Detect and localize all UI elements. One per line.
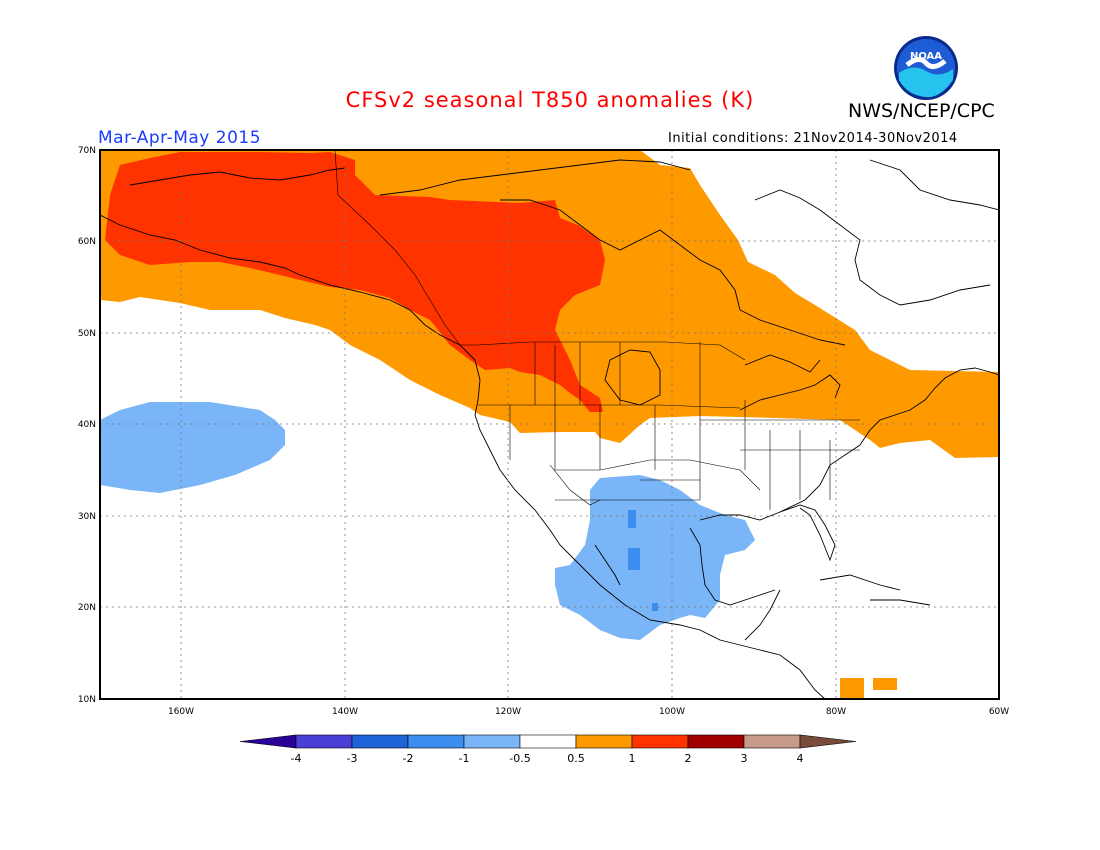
colorbar-swatch xyxy=(687,734,745,749)
colorbar-swatch xyxy=(743,734,801,749)
anomaly-patch-dark-blue-1 xyxy=(628,510,636,528)
lat-label-60: 60N xyxy=(78,237,96,247)
colorbar-label: 2 xyxy=(685,752,692,765)
lat-label-10: 10N xyxy=(78,695,96,705)
lat-label-20: 20N xyxy=(78,603,96,613)
lon-label-140w: 140W xyxy=(332,707,358,717)
colorbar-arrow-left xyxy=(239,734,297,749)
anomaly-patch-dark-blue-2 xyxy=(628,548,640,570)
anomaly-patch-caribbean-1 xyxy=(840,678,864,699)
anomaly-region-pacific-blue xyxy=(100,402,285,493)
chart-title: CFSv2 seasonal T850 anomalies (K) xyxy=(345,88,755,112)
latitude-labels: 70N 60N 50N 40N 30N 20N 10N xyxy=(78,146,96,705)
lon-label-80w: 80W xyxy=(826,707,846,717)
lat-label-50: 50N xyxy=(78,329,96,339)
graticule xyxy=(100,150,999,699)
colorbar-swatch xyxy=(463,734,521,749)
colorbar-label: 1 xyxy=(629,752,636,765)
lon-label-120w: 120W xyxy=(495,707,521,717)
lon-label-60w: 60W xyxy=(989,707,1009,717)
colorbar-swatch xyxy=(295,734,353,749)
lon-label-100w: 100W xyxy=(659,707,685,717)
logo-text: NOAA xyxy=(910,51,942,62)
colorbar-label: -1 xyxy=(459,752,470,765)
colorbar-label: -0.5 xyxy=(509,752,530,765)
colorbar-swatch xyxy=(407,734,465,749)
lon-label-160w: 160W xyxy=(168,707,194,717)
coastlines xyxy=(100,159,999,699)
noaa-logo-icon: NOAA xyxy=(894,36,958,100)
lat-label-70: 70N xyxy=(78,146,96,156)
map-frame xyxy=(99,149,1000,700)
longitude-labels: 160W 140W 120W 100W 80W 60W xyxy=(168,707,1009,717)
lat-label-40: 40N xyxy=(78,420,96,430)
colorbar-arrow-right xyxy=(799,734,857,749)
anomaly-patch-dark-blue-3 xyxy=(652,603,658,611)
political-borders xyxy=(334,150,860,510)
colorbar-label: 4 xyxy=(797,752,804,765)
initial-conditions-label: Initial conditions: 21Nov2014-30Nov2014 xyxy=(668,131,958,146)
anomaly-patch-caribbean-2 xyxy=(873,678,897,690)
agency-label: NWS/NCEP/CPC xyxy=(848,100,995,122)
colorbar-swatch xyxy=(351,734,409,749)
colorbar-label: -2 xyxy=(403,752,414,765)
colorbar-label: -3 xyxy=(347,752,358,765)
colorbar-label: -4 xyxy=(291,752,302,765)
season-label: Mar-Apr-May 2015 xyxy=(98,128,262,148)
anomaly-region-red xyxy=(105,152,605,412)
colorbar-swatch xyxy=(631,734,689,749)
colorbar: -4 -3 -2 -1 -0.5 0.5 1 2 3 4 xyxy=(239,734,857,765)
colorbar-swatch xyxy=(575,734,633,749)
colorbar-swatch xyxy=(519,734,577,749)
colorbar-label: 0.5 xyxy=(567,752,585,765)
lat-label-30: 30N xyxy=(78,512,96,522)
colorbar-label: 3 xyxy=(741,752,748,765)
